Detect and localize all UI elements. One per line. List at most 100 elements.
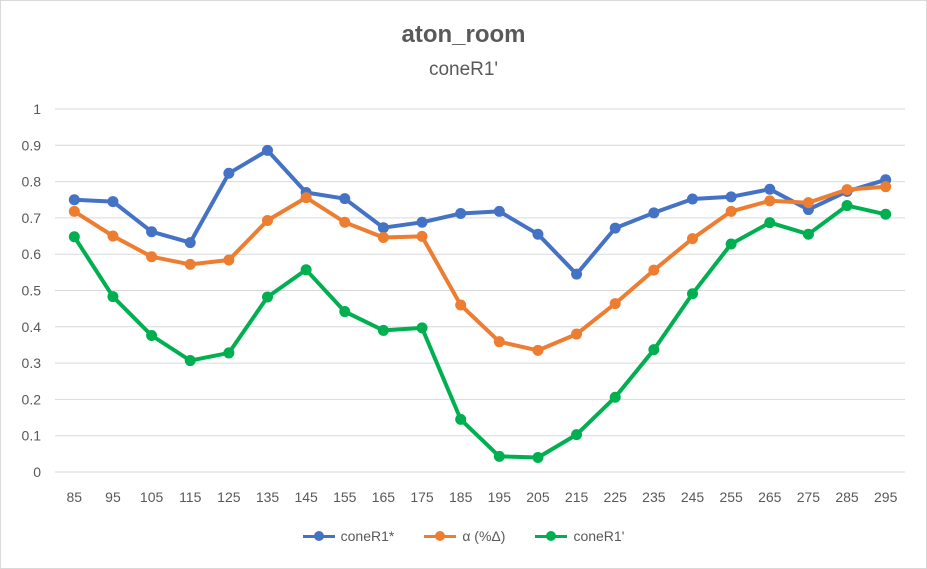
data-point [764,183,776,195]
x-tick-label: 205 [526,489,550,505]
data-point [146,226,158,238]
plot-area: 0 0.1 0.2 0.3 0.4 0.5 0.6 0.7 0.8 0.9 1 85 95 105 115… [22,101,905,505]
x-tick-label: 225 [604,489,628,505]
x-axis-ticks: 85 95 105 115 125 135 145 155 165 175 185 195 205 215… [67,489,898,505]
data-point [687,288,698,300]
data-point [223,254,235,266]
x-tick-label: 275 [797,489,821,505]
series-line [72,148,888,277]
x-tick-label: 155 [333,489,357,505]
data-point [223,167,235,179]
data-point [455,413,467,425]
data-point [532,228,544,240]
series-line [72,184,888,353]
data-point [262,291,273,303]
data-point [339,216,351,228]
data-point [377,324,389,336]
data-point [609,298,621,310]
data-point [609,222,621,234]
x-tick-label: 265 [758,489,782,505]
data-point [648,264,660,276]
series-group [68,200,892,463]
data-point [107,196,119,208]
x-tick-label: 115 [179,489,202,505]
y-tick-label: 0.2 [22,391,42,407]
x-tick-label: 185 [449,489,473,505]
data-point [493,336,505,348]
legend-swatch [424,530,457,542]
y-tick-label: 0.5 [22,283,42,299]
y-tick-label: 0.3 [22,355,42,371]
data-point [493,450,505,462]
legend-item: α (%Δ) [424,528,505,544]
gridlines [55,108,905,473]
x-tick-label: 235 [642,489,666,505]
data-point [725,191,737,203]
legend-item: coneR1' [535,528,624,544]
data-point [571,268,583,280]
data-point [571,429,583,441]
data-point [687,193,698,205]
y-tick-label: 0.8 [22,174,42,190]
data-point [223,347,235,359]
legend-item: coneR1* [302,528,395,544]
data-point [339,306,351,318]
data-point [532,451,544,463]
data-point [184,237,196,249]
data-point [648,207,660,219]
data-point [841,200,853,212]
data-point [339,193,351,205]
legend: coneR1* α (%Δ) coneR1' [1,528,926,544]
data-point [609,391,621,403]
x-tick-label: 95 [105,489,121,505]
data-point [725,205,737,217]
y-tick-label: 0.4 [22,319,42,335]
data-point [455,208,467,220]
x-tick-label: 245 [681,489,705,505]
x-tick-label: 165 [372,489,396,505]
data-point [802,197,814,209]
data-point [68,231,80,243]
data-point [880,181,892,193]
x-tick-label: 215 [565,489,589,505]
data-point [416,230,428,242]
legend-swatch [302,530,335,542]
y-tick-label: 0.9 [22,137,42,153]
data-point [764,217,776,229]
x-tick-label: 175 [410,489,434,505]
data-point [687,233,698,245]
y-axis-ticks: 0 0.1 0.2 0.3 0.4 0.5 0.6 0.7 0.8 0.9 1 [22,101,42,480]
data-point [571,328,583,340]
legend-label: coneR1' [573,528,625,544]
data-point [377,222,389,234]
data-point [68,194,80,206]
data-point [300,192,312,204]
y-tick-label: 1 [33,101,41,117]
data-point [107,230,119,242]
chart-subtitle: coneR1' [428,59,499,80]
data-point [880,208,892,220]
data-point [107,291,119,303]
data-point [184,258,196,270]
y-tick-label: 0.1 [22,428,42,444]
data-point [725,238,737,250]
x-tick-label: 285 [835,489,859,505]
data-point [841,184,853,196]
legend-swatch [535,530,568,542]
legend-dot [313,531,324,541]
data-point [262,214,273,226]
series-lines [68,144,892,463]
x-tick-label: 125 [217,489,241,505]
data-point [184,355,196,367]
data-point [68,205,80,217]
legend-label: coneR1* [340,528,395,544]
x-tick-label: 295 [874,489,898,505]
legend-dot [435,531,446,541]
data-point [146,330,158,342]
x-tick-label: 85 [67,489,83,505]
y-tick-label: 0.6 [22,246,42,262]
data-point [802,228,814,240]
x-tick-label: 105 [140,489,164,505]
data-point [416,216,428,228]
